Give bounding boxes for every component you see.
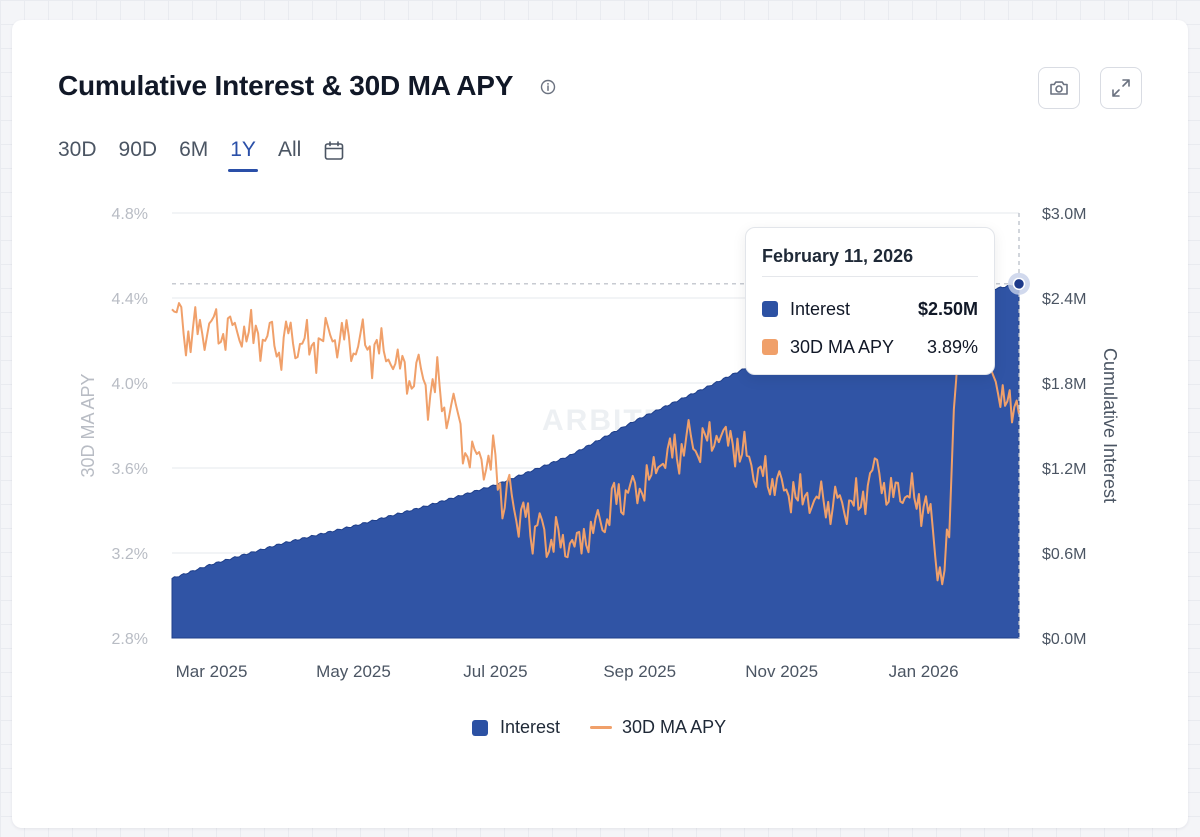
tab-90d[interactable]: 90D [118, 138, 158, 161]
tooltip-row-interest: Interest $2.50M [762, 297, 978, 321]
y-tick-label: 4.4% [112, 291, 148, 308]
camera-icon [1050, 81, 1068, 95]
y-tick-label: 3.6% [112, 461, 148, 478]
apy-swatch [590, 726, 613, 729]
expand-button[interactable] [1100, 67, 1142, 109]
y2-tick-label: $2.4M [1042, 291, 1086, 308]
x-tick-label: Jan 2026 [889, 662, 959, 681]
chart-title: Cumulative Interest & 30D MA APY [58, 70, 514, 101]
expand-icon [1112, 79, 1130, 97]
calendar-icon[interactable] [323, 140, 345, 162]
tooltip-label: 30D MA APY [790, 336, 895, 357]
x-tick-label: Mar 2025 [176, 662, 248, 681]
chart-tooltip: February 11, 2026 Interest $2.50M 30D MA… [745, 227, 995, 375]
y2-tick-label: $0.0M [1042, 631, 1086, 648]
y2-tick-label: $1.8M [1042, 376, 1086, 393]
interest-swatch [472, 719, 488, 736]
tab-1y[interactable]: 1Y [228, 136, 258, 172]
legend-label: Interest [500, 717, 561, 737]
legend-item-interest[interactable]: Interest [472, 717, 560, 738]
tooltip-date: February 11, 2026 [762, 246, 914, 266]
tooltip-label: Interest [790, 298, 851, 319]
y2-tick-label: $0.6M [1042, 546, 1086, 563]
apy-swatch [762, 339, 778, 355]
interest-swatch [762, 301, 778, 317]
apy-line [171, 302, 1020, 586]
tab-30d[interactable]: 30D [58, 138, 97, 161]
tooltip-divider [762, 276, 978, 277]
tooltip-row-apy: 30D MA APY 3.89% [762, 335, 978, 359]
y-tick-label: 4.0% [112, 376, 148, 393]
x-tick-label: May 2025 [316, 662, 391, 681]
y-tick-label: 3.2% [112, 546, 148, 563]
legend-label: 30D MA APY [622, 717, 727, 737]
screenshot-button[interactable] [1038, 67, 1080, 109]
y-tick-label: 4.8% [112, 206, 148, 223]
tooltip-value: 3.89% [926, 336, 978, 357]
y2-axis-title: Cumulative Interest [1100, 348, 1120, 503]
legend-item-apy[interactable]: 30D MA APY [590, 717, 726, 738]
chart-legend: Interest 30D MA APY [472, 717, 756, 738]
y-axis-title: 30D MA APY [78, 373, 98, 477]
tab-6m[interactable]: 6M [179, 138, 209, 161]
tab-all[interactable]: All [277, 138, 302, 161]
y2-tick-label: $3.0M [1042, 206, 1086, 223]
selected-point [1012, 277, 1026, 291]
x-tick-label: Nov 2025 [745, 662, 818, 681]
x-tick-label: Sep 2025 [603, 662, 676, 681]
chart-plot[interactable]: 2.8% $0.0M 3.2% $0.6M 3.6% $1.2M 4.0% $1.8M 4.4%… [12, 20, 1188, 710]
tooltip-value: $2.50M [917, 298, 978, 319]
info-circle-icon[interactable] [540, 79, 556, 95]
x-tick-label: Jul 2025 [463, 662, 527, 681]
range-tabs: 30D 90D 6M 1Y All [58, 136, 345, 176]
chart-card: Cumulative Interest & 30D MA APY 30D 90D… [12, 20, 1188, 828]
y-tick-label: 2.8% [112, 631, 148, 648]
y2-tick-label: $1.2M [1042, 461, 1086, 478]
